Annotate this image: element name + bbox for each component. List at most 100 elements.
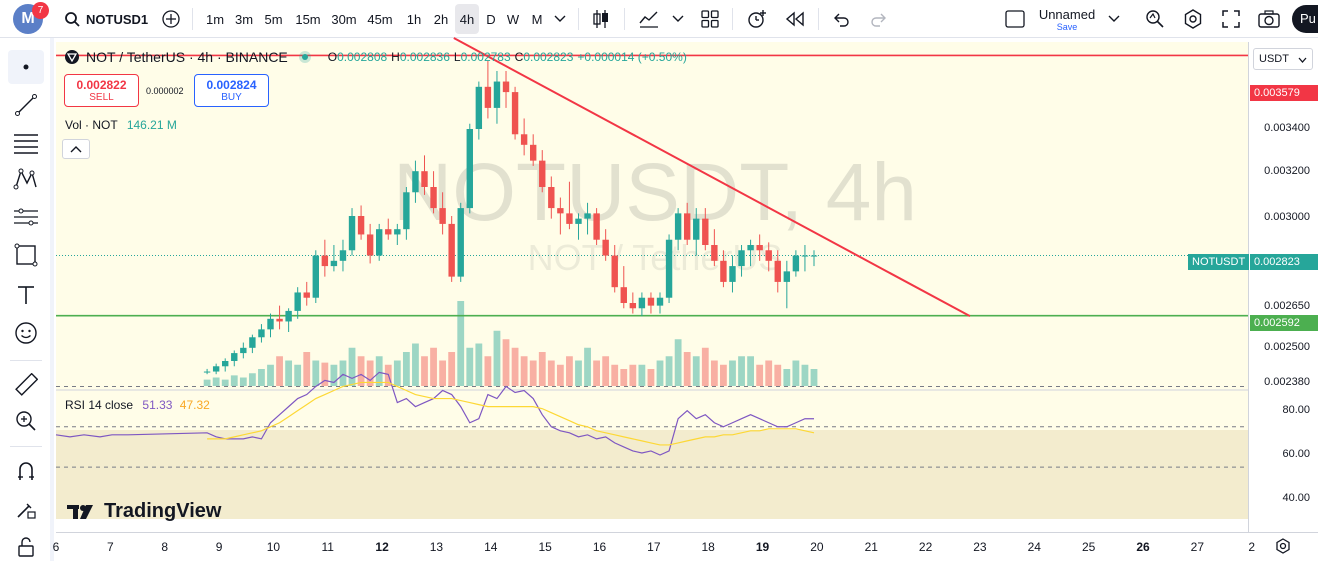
interval-w[interactable]: W: [506, 11, 520, 27]
pencil-lock-icon: [17, 503, 36, 519]
interval-15m[interactable]: 15m: [295, 11, 321, 27]
time-label: 13: [429, 540, 444, 554]
horizontal-lines-icon: [14, 134, 38, 154]
top-toolbar: M 7 NOTUSD1 1m 3m 5m 15m 30m 45m 1h 2h 4…: [0, 0, 1318, 38]
lock-drawings-tool[interactable]: [8, 530, 44, 564]
chevron-down-icon: [672, 15, 684, 22]
projection-icon: [14, 208, 38, 226]
time-label: 25: [1081, 540, 1096, 554]
symbol-search[interactable]: NOTUSD1: [60, 0, 156, 38]
publish-button[interactable]: Pu: [1292, 5, 1318, 33]
layout-button[interactable]: [696, 0, 724, 38]
rsi-axis-label: 40.00: [1282, 492, 1310, 504]
interval-d[interactable]: D: [486, 11, 496, 27]
indicators-dropdown[interactable]: [668, 0, 688, 38]
ruler-icon: [15, 373, 38, 396]
fullscreen-icon: [1222, 10, 1240, 28]
user-avatar[interactable]: M 7: [8, 0, 49, 38]
interval-45m[interactable]: 45m: [367, 11, 393, 27]
spread-value: 0.000002: [146, 86, 184, 96]
axis-settings-button[interactable]: [1272, 536, 1294, 556]
quick-search-button[interactable]: [1140, 0, 1170, 38]
symbol-legend: NOT / TetherUS · 4h · BINANCE O 0.002808 …: [64, 49, 687, 65]
divider: [732, 8, 733, 30]
sell-label: SELL: [89, 92, 114, 103]
compare-symbol-button[interactable]: [158, 0, 184, 38]
indicators-button[interactable]: [634, 0, 664, 38]
ohlc-open: 0.002808: [337, 50, 388, 64]
interval-1h[interactable]: 1h: [406, 11, 422, 27]
interval-3m[interactable]: 3m: [234, 11, 254, 27]
notification-badge: 7: [32, 2, 49, 19]
price-axis[interactable]: USDT 0.003400 0.003200 0.003000 0.002650…: [1248, 42, 1318, 532]
divider: [624, 8, 625, 30]
price-label: 0.003000: [1264, 211, 1310, 223]
snapshot-button[interactable]: [1254, 0, 1284, 38]
projection-tool[interactable]: [8, 200, 44, 234]
dot-cursor-icon: [23, 64, 29, 70]
interval-dropdown[interactable]: [550, 0, 570, 38]
time-label: 11: [321, 540, 334, 554]
indicators-icon: [639, 11, 658, 28]
chart-type-button[interactable]: [586, 0, 616, 38]
volume-legend: Vol · NOT 146.21 M: [65, 118, 177, 132]
interval-m[interactable]: M: [531, 11, 543, 27]
alarm-icon: [748, 10, 766, 28]
time-label: 26: [1136, 540, 1150, 554]
collapse-legend-button[interactable]: [62, 139, 90, 159]
layout-name-button[interactable]: Unnamed Save: [1034, 0, 1100, 38]
magnet-tool[interactable]: [8, 454, 44, 488]
price-label: 0.003200: [1264, 165, 1310, 177]
fullscreen-button[interactable]: [1216, 0, 1246, 38]
interval-5m[interactable]: 5m: [264, 11, 283, 27]
zoom-tool[interactable]: [8, 404, 44, 438]
time-label: 19: [755, 540, 770, 554]
layout-dropdown[interactable]: [1104, 0, 1124, 38]
divider: [10, 446, 42, 447]
cursor-tool[interactable]: [8, 50, 44, 84]
alert-button[interactable]: [742, 0, 772, 38]
chart-pane[interactable]: [56, 42, 1248, 519]
ohlc-open-label: O: [327, 50, 338, 64]
layout-checkbox[interactable]: [1002, 0, 1028, 38]
interval-4h[interactable]: 4h: [455, 4, 479, 34]
replay-button[interactable]: [780, 0, 810, 38]
resistance-price-tag: 0.003579: [1250, 85, 1318, 101]
grid-icon: [701, 10, 719, 28]
shape-tool[interactable]: [8, 238, 44, 272]
trend-line-icon: [15, 94, 37, 116]
trend-line-tool[interactable]: [8, 88, 44, 122]
support-price-tag: 0.002592: [1250, 315, 1318, 331]
layout-name: Unnamed: [1038, 6, 1096, 22]
time-axis[interactable]: 6 7 8 9 10 11 12 13 14 15 16 17 18 19 20 21 22 23 24 25 26 27…: [53, 532, 1318, 561]
redo-button[interactable]: [864, 0, 894, 38]
square-icon: [1005, 10, 1025, 28]
redo-icon: [871, 13, 886, 27]
time-label: 10: [266, 540, 281, 554]
fib-tool[interactable]: [8, 126, 44, 160]
undo-icon: [834, 13, 849, 27]
time-label: 16: [592, 540, 607, 554]
measure-tool[interactable]: [8, 368, 44, 402]
time-label: 8: [161, 540, 169, 554]
text-tool[interactable]: [8, 278, 44, 312]
interval-30m[interactable]: 30m: [331, 11, 357, 27]
price-label: 0.002380: [1264, 376, 1310, 388]
buy-button[interactable]: 0.002824 BUY: [194, 74, 269, 107]
currency-selector[interactable]: USDT: [1253, 48, 1313, 70]
price-change: +0.000014 (+0.50%): [577, 50, 687, 64]
time-label: 20: [810, 540, 824, 554]
settings-button[interactable]: [1178, 0, 1208, 38]
sell-button[interactable]: 0.002822 SELL: [64, 74, 139, 107]
divider: [10, 360, 42, 361]
tradingview-logo-icon: [67, 504, 93, 519]
time-label: 2: [1248, 540, 1256, 554]
interval-1m[interactable]: 1m: [205, 11, 225, 27]
interval-2h[interactable]: 2h: [433, 11, 449, 27]
emoji-tool[interactable]: [8, 316, 44, 350]
stay-drawing-tool[interactable]: [8, 492, 44, 526]
symbol-title[interactable]: NOT / TetherUS · 4h · BINANCE: [86, 49, 288, 65]
pattern-tool[interactable]: [8, 162, 44, 196]
undo-button[interactable]: [826, 0, 856, 38]
time-label: 17: [647, 540, 661, 554]
